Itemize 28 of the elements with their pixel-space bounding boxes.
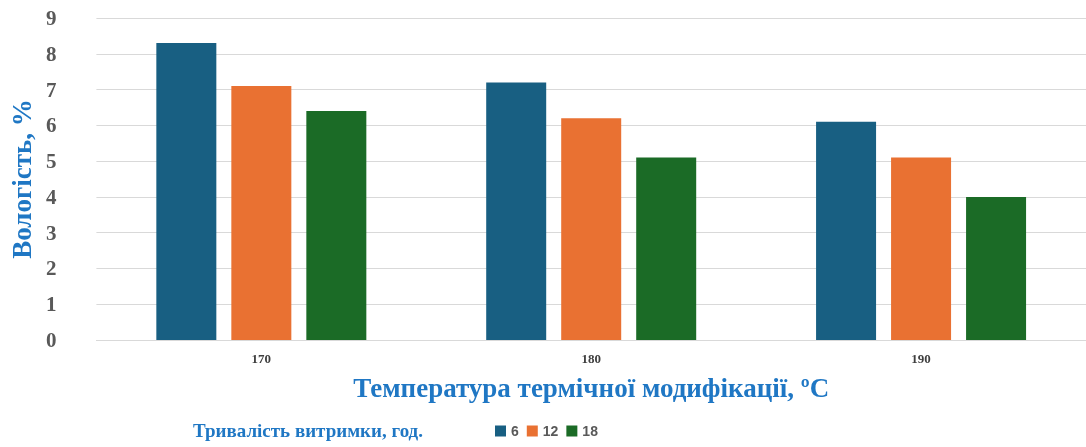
legend-title: Тривалість витримки, год.: [193, 420, 423, 441]
bar: [636, 157, 697, 340]
bar: [816, 121, 877, 340]
legend-label: 6: [511, 423, 519, 439]
x-tick-label: 170: [251, 351, 272, 366]
bar: [306, 111, 367, 340]
bar: [561, 118, 622, 340]
x-tick-label: 180: [581, 351, 601, 366]
bar: [231, 85, 292, 340]
y-tick-label: 1: [45, 292, 57, 317]
y-tick-label: 0: [45, 328, 57, 352]
y-tick-label: 6: [45, 113, 57, 138]
bar: [891, 157, 952, 340]
y-tick-label: 3: [45, 220, 57, 245]
bar: [486, 82, 547, 340]
y-tick-label: 2: [45, 256, 57, 281]
y-tick-label: 5: [45, 149, 57, 174]
x-tick-label: 190: [911, 351, 931, 366]
y-tick-label: 7: [45, 77, 57, 102]
y-tick-label: 8: [45, 41, 57, 66]
y-axis-title: Вологість, %: [6, 99, 37, 259]
y-tick-label: 9: [45, 6, 57, 30]
legend-label: 12: [542, 423, 559, 439]
x-axis-title: Температура термічної модифікації, ºC: [353, 372, 830, 403]
bar: [966, 196, 1027, 340]
y-tick-label: 4: [45, 184, 57, 209]
legend-label: 18: [582, 423, 599, 439]
bar: [156, 43, 217, 340]
